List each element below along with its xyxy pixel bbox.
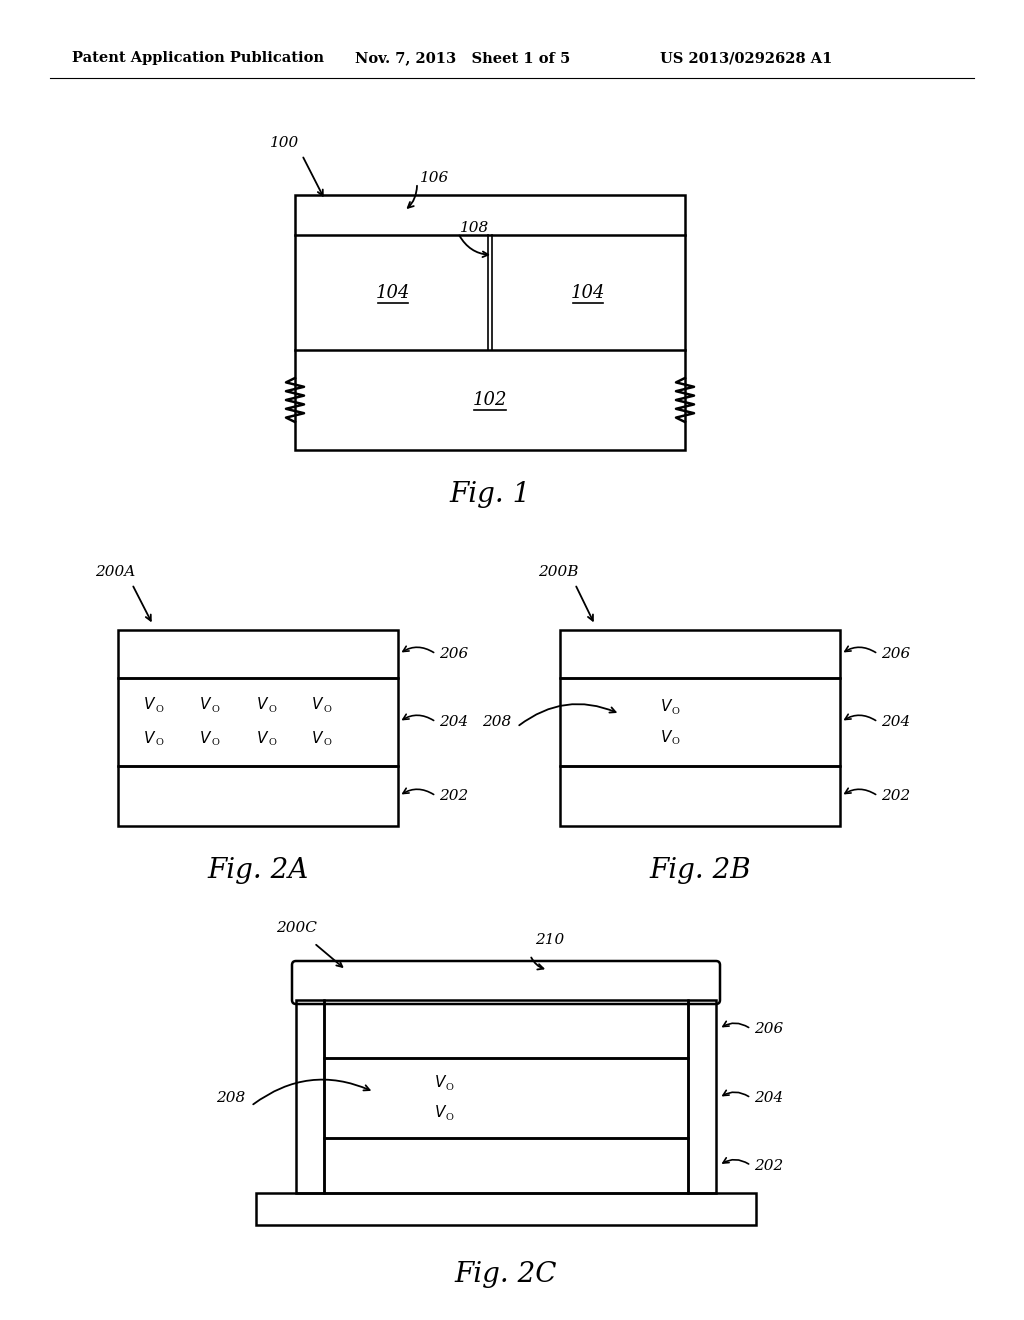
Text: 202: 202	[754, 1159, 783, 1172]
Text: 100: 100	[270, 136, 299, 150]
Text: 200C: 200C	[276, 921, 316, 935]
Text: O: O	[445, 1082, 454, 1092]
Text: Patent Application Publication: Patent Application Publication	[72, 51, 324, 65]
Text: Nov. 7, 2013   Sheet 1 of 5: Nov. 7, 2013 Sheet 1 of 5	[355, 51, 570, 65]
Text: $V$: $V$	[200, 697, 213, 713]
Text: $V$: $V$	[143, 730, 157, 746]
Text: $V$: $V$	[200, 730, 213, 746]
Text: $V$: $V$	[256, 730, 269, 746]
Text: O: O	[155, 738, 163, 747]
Text: O: O	[672, 738, 679, 747]
Bar	[560, 766, 840, 826]
Text: 206: 206	[754, 1022, 783, 1036]
Text: O: O	[211, 705, 219, 714]
Text: 200B: 200B	[538, 565, 579, 579]
Bar	[256, 1193, 756, 1225]
Text: 202: 202	[881, 789, 910, 803]
Text: O: O	[155, 705, 163, 714]
Bar	[118, 678, 398, 766]
Text: O: O	[323, 705, 331, 714]
Text: 204: 204	[754, 1092, 783, 1105]
Text: Fig. 2B: Fig. 2B	[649, 858, 751, 884]
Text: 204: 204	[439, 715, 468, 729]
Text: $V$: $V$	[434, 1074, 447, 1090]
Text: $V$: $V$	[659, 698, 673, 714]
Bar	[118, 766, 398, 826]
Bar	[118, 630, 398, 678]
Text: 106: 106	[420, 172, 450, 185]
Bar	[324, 1001, 688, 1059]
Text: 206: 206	[439, 647, 468, 661]
Bar	[688, 1001, 716, 1193]
Text: Fig. 2C: Fig. 2C	[455, 1262, 557, 1288]
Text: 202: 202	[439, 789, 468, 803]
Text: Fig. 2A: Fig. 2A	[208, 858, 308, 884]
Text: 200A: 200A	[95, 565, 135, 579]
Text: 104: 104	[375, 284, 410, 301]
Bar	[324, 1059, 688, 1138]
Bar	[560, 678, 840, 766]
Bar	[560, 630, 840, 678]
Text: $V$: $V$	[311, 697, 325, 713]
Text: 108: 108	[460, 220, 489, 235]
Text: O: O	[268, 738, 275, 747]
Text: $V$: $V$	[311, 730, 325, 746]
Text: $V$: $V$	[256, 697, 269, 713]
Text: $V$: $V$	[143, 697, 157, 713]
Text: 204: 204	[881, 715, 910, 729]
Text: O: O	[211, 738, 219, 747]
Text: $V$: $V$	[434, 1105, 447, 1121]
Text: O: O	[672, 706, 679, 715]
Text: 102: 102	[473, 391, 507, 409]
Text: 104: 104	[570, 284, 605, 301]
Text: 210: 210	[535, 933, 564, 946]
Text: 208: 208	[216, 1092, 246, 1105]
Text: Fig. 1: Fig. 1	[450, 482, 530, 508]
Text: US 2013/0292628 A1: US 2013/0292628 A1	[660, 51, 833, 65]
Text: 206: 206	[881, 647, 910, 661]
Text: O: O	[268, 705, 275, 714]
Text: 208: 208	[482, 715, 511, 729]
Text: O: O	[323, 738, 331, 747]
Text: $V$: $V$	[659, 729, 673, 744]
Bar	[296, 1001, 324, 1193]
Text: O: O	[445, 1113, 454, 1122]
Bar	[324, 1138, 688, 1193]
Bar	[295, 195, 685, 450]
